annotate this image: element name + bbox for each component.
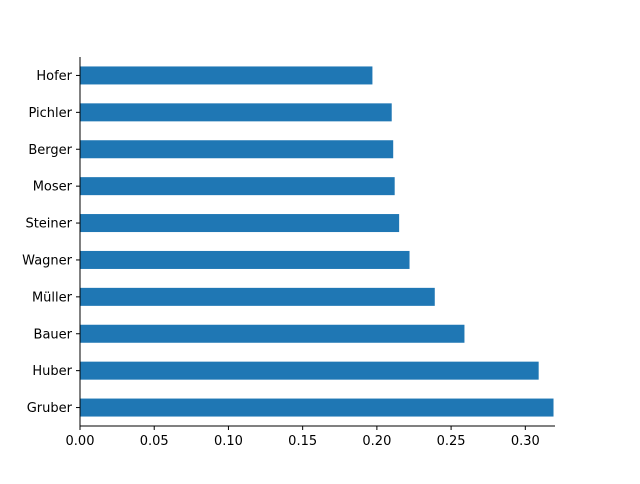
y-tick-label: Steiner xyxy=(25,217,72,232)
y-tick-label: Pichler xyxy=(28,106,72,121)
y-tick-label: Berger xyxy=(28,143,72,158)
bar-gruber xyxy=(80,398,554,417)
y-tick-label: Gruber xyxy=(27,401,73,416)
bars xyxy=(80,66,554,417)
x-tick-label: 0.10 xyxy=(214,434,243,449)
x-tick-label: 0.05 xyxy=(140,434,169,449)
bar-hofer xyxy=(80,66,373,85)
y-tick-label: Huber xyxy=(32,364,72,379)
x-tick-label: 0.20 xyxy=(362,434,391,449)
x-tick-label: 0.15 xyxy=(288,434,317,449)
x-axis: 0.00 0.05 0.10 0.15 0.20 0.25 0.30 xyxy=(66,425,555,449)
bar-berger xyxy=(80,140,394,159)
y-tick-label: Wagner xyxy=(22,253,72,268)
bar-huber xyxy=(80,361,539,380)
bar-steiner xyxy=(80,214,400,233)
y-tick-label: Hofer xyxy=(36,69,72,84)
bar-moser xyxy=(80,177,395,196)
y-axis: Hofer Pichler Berger Moser Steiner Wagner Müll… xyxy=(22,57,81,426)
y-tick-label: Bauer xyxy=(34,327,73,342)
x-tick-label: 0.25 xyxy=(437,434,466,449)
y-tick-label: Moser xyxy=(33,180,73,195)
bar-wagner xyxy=(80,250,410,269)
bar-pichler xyxy=(80,103,392,122)
x-tick-label: 0.30 xyxy=(511,434,540,449)
y-tick-label: Müller xyxy=(32,290,73,305)
bar-m-ller xyxy=(80,287,435,306)
bar-bauer xyxy=(80,324,465,343)
x-tick-label: 0.00 xyxy=(66,434,95,449)
